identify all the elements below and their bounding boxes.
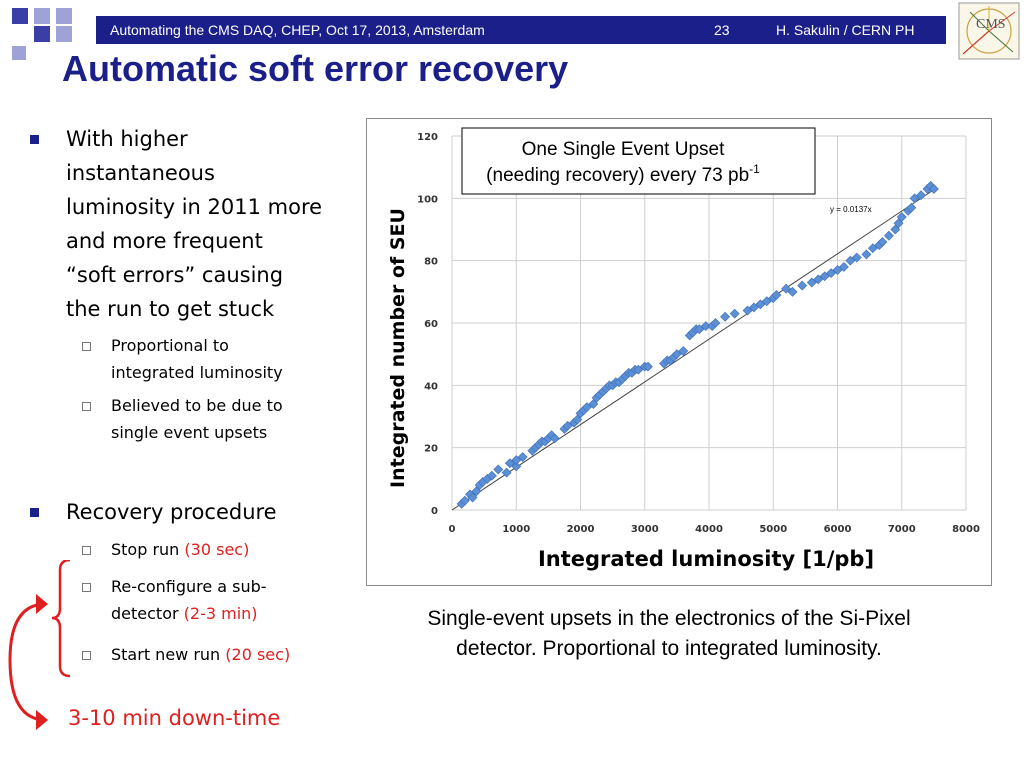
bullet-1-line: instantaneous: [66, 156, 322, 190]
y-axis-label: Integrated number of SEU: [387, 208, 409, 488]
slide-title: Automatic soft error recovery: [62, 48, 568, 90]
header-deco-square: [12, 8, 28, 24]
bullet-marker: [30, 135, 39, 144]
x-tick-label: 5000: [759, 524, 787, 535]
step-text: Stop run: [111, 540, 179, 559]
sub-bullet-line: Proportional to: [111, 332, 283, 359]
step-duration: (30 sec): [184, 540, 249, 559]
x-tick-label: 0: [449, 524, 456, 535]
bullet-1-line: With higher: [66, 122, 322, 156]
data-point: [798, 281, 807, 290]
step-text: Start new run: [111, 645, 220, 664]
bullet-1-line: and more frequent: [66, 224, 322, 258]
fit-line: [452, 190, 934, 510]
downtime-label: 3-10 min down-time: [68, 706, 280, 730]
y-tick-label: 100: [417, 194, 438, 205]
sub-bullet-marker: [82, 402, 91, 411]
header-author: H. Sakulin / CERN PH: [776, 22, 914, 38]
sub-bullet-2-1: Stop run (30 sec): [111, 536, 249, 563]
x-tick-label: 8000: [952, 524, 980, 535]
header-deco-square: [34, 26, 50, 42]
x-axis-label: Integrated luminosity [1/pb]: [538, 547, 874, 571]
bullet-1-line: the run to get stuck: [66, 292, 322, 326]
header-left-text: Automating the CMS DAQ, CHEP, Oct 17, 20…: [110, 22, 485, 38]
data-point: [730, 309, 739, 318]
x-tick-label: 7000: [888, 524, 916, 535]
bullet-1-line: “soft errors” causing: [66, 258, 322, 292]
header-deco-square: [56, 8, 72, 24]
annotation-line-2: (needing recovery) every 73 pb-1: [486, 162, 760, 186]
bullet-1-line: luminosity in 2011 more: [66, 190, 322, 224]
sub-bullet-marker: [82, 546, 91, 555]
x-tick-label: 4000: [695, 524, 723, 535]
sub-bullet-marker: [82, 342, 91, 351]
annotation-superscript: -1: [749, 162, 760, 176]
sub-bullet-1-2: Believed to be due to single event upset…: [111, 392, 283, 446]
y-tick-label: 60: [424, 319, 438, 330]
data-point: [494, 465, 503, 474]
sub-bullet-line: integrated luminosity: [111, 359, 283, 386]
x-tick-label: 6000: [824, 524, 852, 535]
sub-bullet-marker: [82, 651, 91, 660]
y-tick-label: 0: [431, 506, 438, 517]
page-number: 23: [714, 22, 730, 38]
sub-bullet-line: Believed to be due to: [111, 392, 283, 419]
y-tick-label: 20: [424, 444, 438, 455]
caption-line: detector. Proportional to integrated lum…: [366, 634, 972, 664]
header-deco-square: [12, 46, 26, 60]
x-tick-label: 1000: [502, 524, 530, 535]
sub-bullet-2-3: Start new run (20 sec): [111, 641, 290, 668]
step-duration: (20 sec): [225, 645, 290, 664]
bullet-marker: [30, 508, 39, 517]
seu-scatter-chart: 0 1000 2000 3000 4000 5000 6000 7000 8000 0 20 40 6…: [366, 118, 992, 586]
y-tick-label: 80: [424, 257, 438, 268]
data-point: [721, 312, 730, 321]
sub-bullet-line: single event upsets: [111, 419, 283, 446]
y-tick-label: 120: [417, 132, 438, 143]
cms-logo-text: CMS: [976, 17, 1006, 32]
x-tick-label: 2000: [567, 524, 595, 535]
bullet-2-text: Recovery procedure: [66, 495, 277, 529]
sub-bullet-1-1: Proportional to integrated luminosity: [111, 332, 283, 386]
data-point: [862, 250, 871, 259]
sub-bullet-2-2: Re-configure a sub- detector (2-3 min): [111, 573, 267, 627]
step-text: detector: [111, 604, 179, 623]
step-text: Re-configure a sub-: [111, 573, 267, 600]
chart-caption: Single-event upsets in the electronics o…: [366, 604, 972, 664]
annotation-line-2-main: (needing recovery) every 73 pb: [486, 165, 749, 186]
fit-equation: y = 0.0137x: [830, 205, 872, 214]
x-tick-label: 3000: [631, 524, 659, 535]
bullet-1-text: With higher instantaneous luminosity in …: [66, 122, 322, 326]
data-point: [884, 231, 893, 240]
sub-bullet-marker: [82, 583, 91, 592]
step-duration: (2-3 min): [184, 604, 258, 623]
y-tick-label: 40: [424, 381, 438, 392]
caption-line: Single-event upsets in the electronics o…: [366, 604, 972, 634]
cms-logo: CMS: [958, 2, 1020, 60]
header-deco-square: [56, 26, 72, 42]
header-deco-square: [34, 8, 50, 24]
annotation-line-1: One Single Event Upset: [522, 139, 726, 160]
